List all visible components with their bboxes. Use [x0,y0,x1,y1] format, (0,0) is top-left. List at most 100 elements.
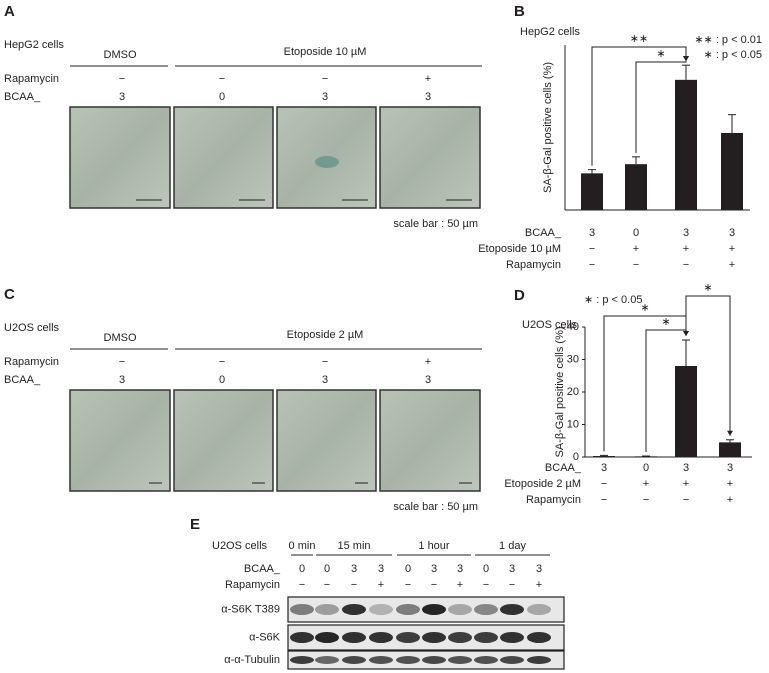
arrow-head [727,430,733,436]
cell-line: HepG2 cells [4,39,64,51]
row-value: + [425,73,431,85]
row-label: BCAA_ [4,374,41,386]
row-value: + [536,579,542,591]
treatment-value: 0 [643,462,649,474]
row-value: − [299,579,305,591]
row-value: 3 [509,563,515,575]
micrograph [379,106,481,209]
significance: ∗ [703,282,712,294]
treatment-value: − [633,259,639,271]
band [527,656,551,664]
row-value: 3 [431,563,437,575]
p-legend: ∗ : p < 0.05 [584,294,642,306]
y-axis-label: SA-β-Gal positive cells (%) [542,62,554,193]
row-value: 3 [351,563,357,575]
row-value: 3 [322,374,328,386]
band [342,604,366,615]
chart-title: HepG2 cells [520,26,580,38]
treatment-label: BCAA_ [545,462,582,474]
bracket [591,46,687,166]
band [474,632,498,643]
row-value: 0 [405,563,411,575]
group-label: Etoposide 2 µM [287,329,364,341]
row-value: 3 [457,563,463,575]
row-value: − [509,579,515,591]
treatment-label: Etoposide 2 µM [504,478,581,490]
row-value: 3 [536,563,542,575]
cell-line: U2OS cells [212,540,268,552]
time-label: 15 min [337,540,370,552]
blot-label: α-S6K T389 [221,603,280,615]
row-value: 3 [425,91,431,103]
row-value: − [119,73,125,85]
row-label: Rapamycin [4,73,59,85]
significance: ∗ [640,302,649,314]
treatment-value: − [683,494,689,506]
row-value: 3 [119,374,125,386]
bar [635,456,657,457]
row-value: 3 [425,374,431,386]
treatment-value: 3 [727,462,733,474]
treatment-value: − [589,259,595,271]
band [342,632,366,643]
row-value: − [219,356,225,368]
row-value: + [457,579,463,591]
band [500,604,524,615]
band [500,632,524,643]
panel-letter: D [514,287,525,304]
band [448,656,472,664]
treatment-value: − [601,478,607,490]
treatment-value: 0 [633,227,639,239]
arrow-head [683,56,689,62]
panel-letter: B [514,3,525,20]
band [290,632,314,643]
p-legend: ∗ : p < 0.05 [704,49,762,61]
treatment-value: − [643,494,649,506]
treatment-value: + [633,243,639,255]
treatment-value: − [683,259,689,271]
row-label: BCAA_ [244,563,281,575]
band [396,632,420,643]
row-value: 0 [324,563,330,575]
row-value: − [431,579,437,591]
significance: ∗ [656,48,665,60]
significance: ∗∗ [630,33,648,45]
row-value: − [119,356,125,368]
band [342,656,366,664]
panel-letter: E [190,516,200,533]
treatment-value: + [683,243,689,255]
row-value: 0 [219,374,225,386]
treatment-label: Rapamycin [506,259,561,271]
chart-title: U2OS cells [522,319,578,331]
row-value: 0 [299,563,305,575]
y-tick-label: 30 [567,353,579,365]
p-legend: ∗∗ : p < 0.01 [694,34,762,46]
treatment-label: Rapamycin [526,494,581,506]
treatment-value: + [727,478,733,490]
band [396,656,420,664]
y-tick-label: 20 [567,386,579,398]
band [315,604,339,615]
row-value: + [378,579,384,591]
stain [315,156,339,168]
y-tick-label: 10 [567,418,579,430]
treatment-label: BCAA_ [525,227,562,239]
bar [719,442,741,457]
band [290,604,314,615]
bar [721,133,743,210]
row-value: + [425,356,431,368]
treatment-value: + [727,494,733,506]
band [422,656,446,664]
row-value: 0 [483,563,489,575]
band [527,632,551,643]
scale-note: scale bar : 50 µm [393,218,478,230]
row-label: Rapamycin [225,579,280,591]
group-label: DMSO [104,49,137,61]
y-tick-label: 0 [573,451,579,463]
bar [593,456,615,457]
cell-line: U2OS cells [4,322,60,334]
treatment-value: + [643,478,649,490]
row-value: − [219,73,225,85]
band [315,656,339,664]
band [422,632,446,643]
